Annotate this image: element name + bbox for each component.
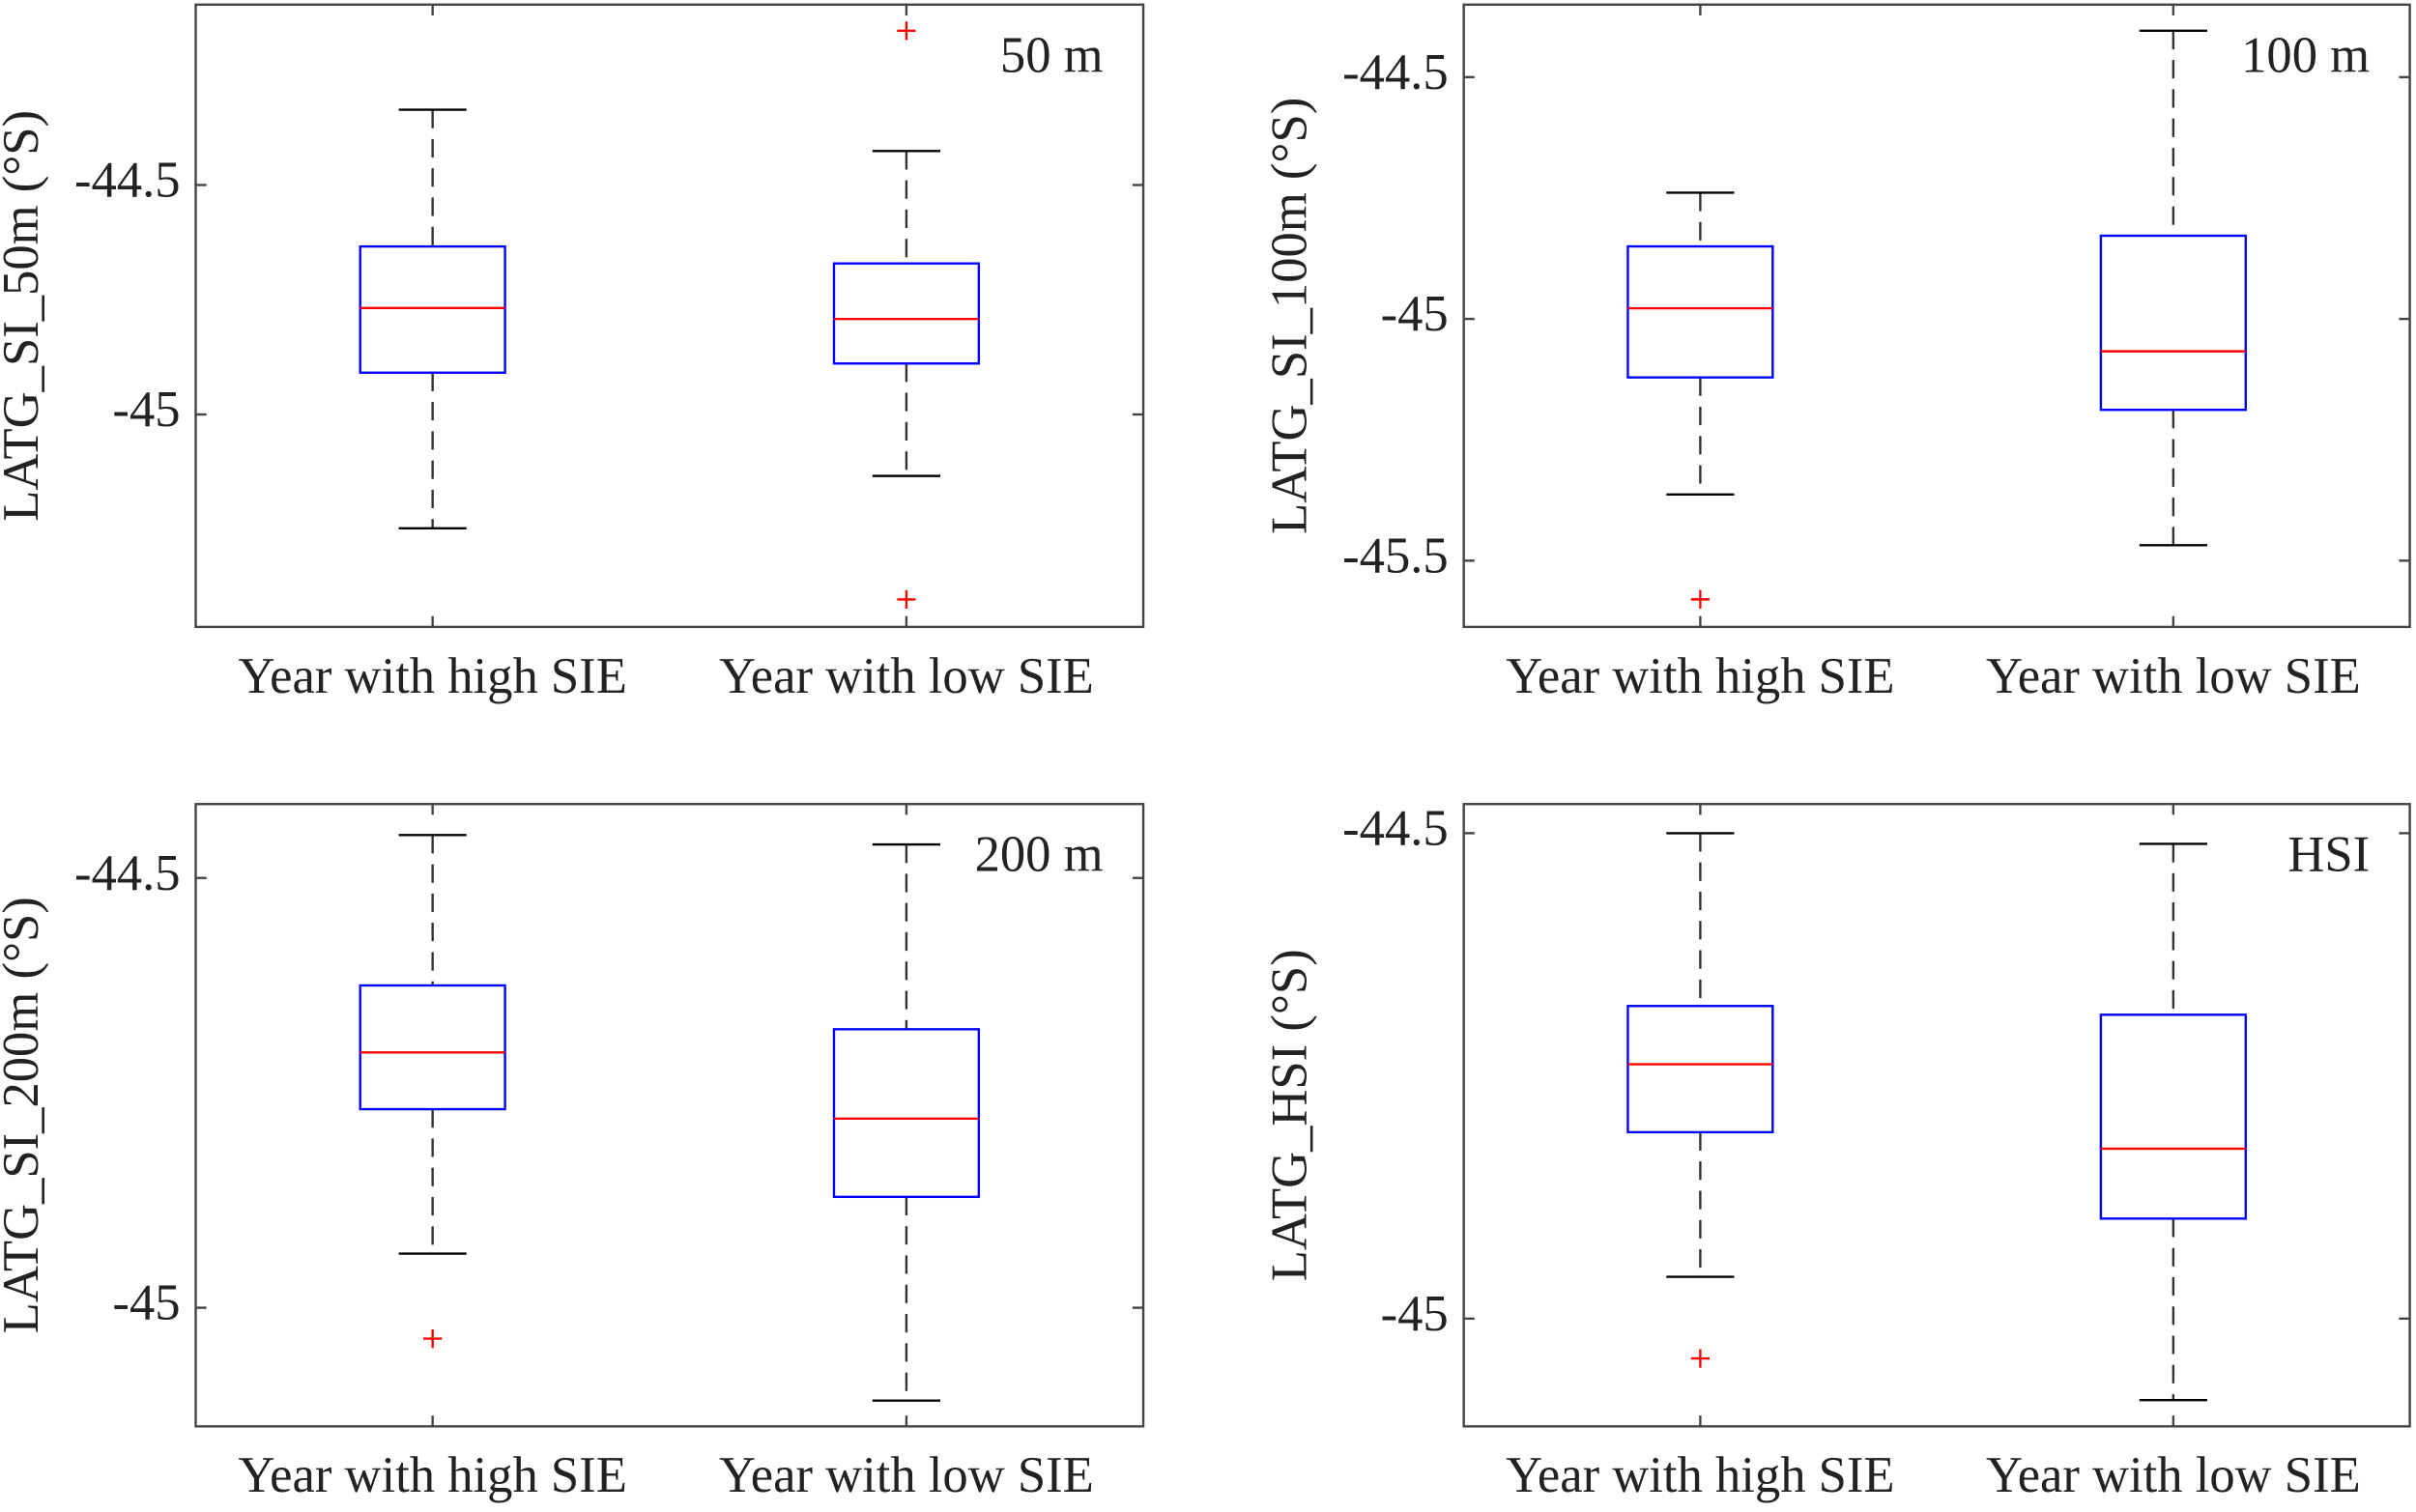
y-axis-label: LATG_SI_100m (°S)	[1261, 98, 1317, 534]
x-tick-label: Year with low SIE	[1986, 648, 2361, 704]
box	[359, 984, 506, 1111]
x-tick-label: Year with low SIE	[719, 648, 1094, 704]
box	[832, 1028, 981, 1199]
y-tick-label: -44.5	[1342, 44, 1449, 100]
annotation: 100 m	[2241, 27, 2370, 83]
x-tick-label: Year with high SIE	[238, 648, 626, 704]
outlier	[897, 589, 916, 609]
x-tick-label: Year with high SIE	[1506, 1447, 1894, 1503]
panel: -44.5 -45 -45.5 LATG_SI_100m (°S) 100 m Year …	[1261, 3, 2411, 704]
box	[1626, 1005, 1774, 1134]
y-tick-label: -45	[112, 382, 180, 438]
y-tick-label: -44.5	[74, 845, 181, 901]
axes-frame	[194, 803, 1145, 1428]
y-tick-label: -44.5	[74, 153, 181, 209]
x-tick-label: Year with high SIE	[1506, 648, 1894, 704]
outlier	[1690, 1349, 1710, 1368]
axes-frame	[1462, 803, 2411, 1428]
axes-frame	[1462, 3, 2411, 629]
annotation: 200 m	[975, 827, 1104, 883]
outlier	[423, 1329, 443, 1349]
y-axis-label: LATG_SI_200m (°S)	[0, 897, 49, 1333]
panel: -44.5 -45 LATG_HSI (°S) HSI Year with high S…	[1261, 800, 2411, 1503]
y-axis-label: LATG_HSI (°S)	[1261, 949, 1317, 1281]
outlier	[897, 21, 916, 41]
y-tick-label: -44.5	[1342, 800, 1449, 856]
box	[2099, 1013, 2247, 1220]
panel: -44.5 -45 LATG_SI_200m (°S) 200 m Year with …	[0, 803, 1145, 1503]
box	[2099, 234, 2247, 412]
x-tick-label: Year with high SIE	[238, 1447, 626, 1503]
axes-frame	[194, 3, 1145, 629]
annotation: 50 m	[1000, 27, 1104, 83]
y-tick-label: -45	[112, 1275, 180, 1331]
y-tick-label: -45	[1381, 286, 1449, 342]
x-tick-label: Year with low SIE	[1986, 1447, 2361, 1503]
annotation: HSI	[2287, 827, 2370, 883]
panel: -44.5 -45 LATG_SI_50m (°S) 50 m Year with hi…	[0, 3, 1145, 704]
outlier	[1690, 589, 1710, 609]
x-tick-label: Year with low SIE	[719, 1447, 1094, 1503]
box	[1626, 244, 1774, 379]
box	[359, 244, 506, 374]
y-axis-label: LATG_SI_50m (°S)	[0, 110, 49, 522]
y-tick-label: -45.5	[1342, 528, 1449, 584]
box	[832, 262, 981, 365]
y-tick-label: -45	[1381, 1286, 1449, 1342]
